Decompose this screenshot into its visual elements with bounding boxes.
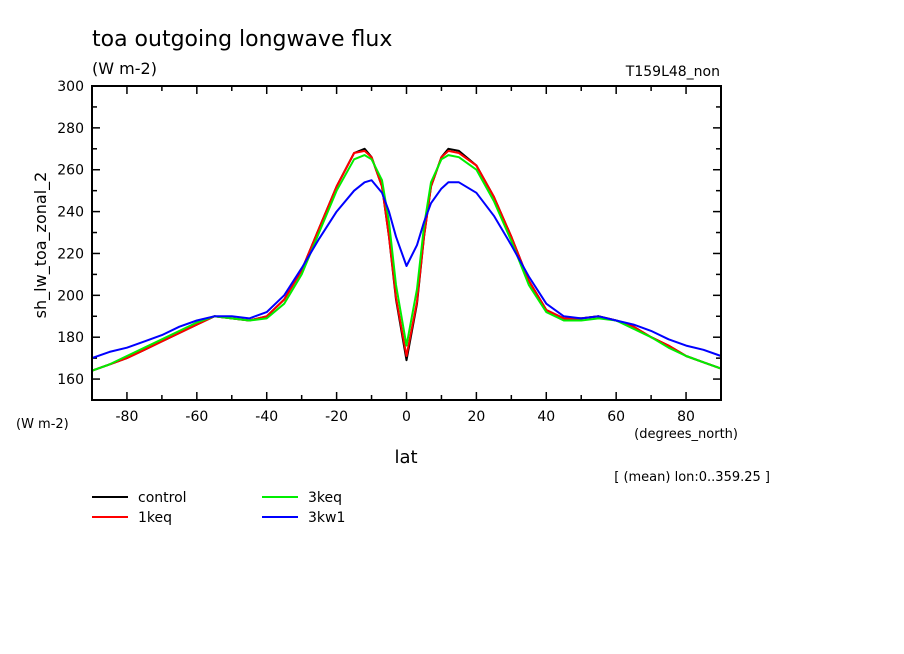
y-tick-label: 220 xyxy=(57,246,84,262)
x-tick-label: 40 xyxy=(537,409,555,425)
x-tick-label: 0 xyxy=(402,409,411,425)
run-label: T159L48_non xyxy=(625,64,720,80)
legend-label-3keq: 3keq xyxy=(308,490,342,506)
x-tick-label: 80 xyxy=(677,409,695,425)
legend-label-control: control xyxy=(138,490,187,506)
y-tick-label: 240 xyxy=(57,205,84,221)
x-tick-label: -60 xyxy=(185,409,208,425)
plot-frame xyxy=(91,85,722,401)
title-units: (W m-2) xyxy=(92,59,157,78)
y-tick-label: 180 xyxy=(57,330,84,346)
y-tick-label: 280 xyxy=(57,121,84,137)
y-tick-label: 300 xyxy=(57,79,84,95)
y-tick-label: 200 xyxy=(57,288,84,304)
x-tick-label: 20 xyxy=(467,409,485,425)
x-tick-label: 60 xyxy=(607,409,625,425)
x-tick-label: -20 xyxy=(325,409,348,425)
y-axis-units: (W m-2) xyxy=(16,417,69,432)
series-line-3keq xyxy=(91,154,722,372)
chart-title: toa outgoing longwave flux xyxy=(92,27,392,52)
y-tick-label: 160 xyxy=(57,372,84,388)
y-tick-label: 260 xyxy=(57,163,84,179)
x-axis-units: (degrees_north) xyxy=(634,427,738,442)
series-line-control xyxy=(91,147,722,372)
legend-label-1keq: 1keq xyxy=(138,510,172,526)
x-tick-label: -80 xyxy=(116,409,139,425)
x-axis-label: lat xyxy=(394,447,417,468)
series-line-3kw1 xyxy=(91,179,722,360)
legend-label-3kw1: 3kw1 xyxy=(308,510,345,526)
averaging-note: [ (mean) lon:0..359.25 ] xyxy=(614,470,770,485)
x-tick-label: -40 xyxy=(255,409,278,425)
y-axis-label: sh_lw_toa_zonal_2 xyxy=(31,172,51,319)
series-line-1keq xyxy=(91,149,722,372)
